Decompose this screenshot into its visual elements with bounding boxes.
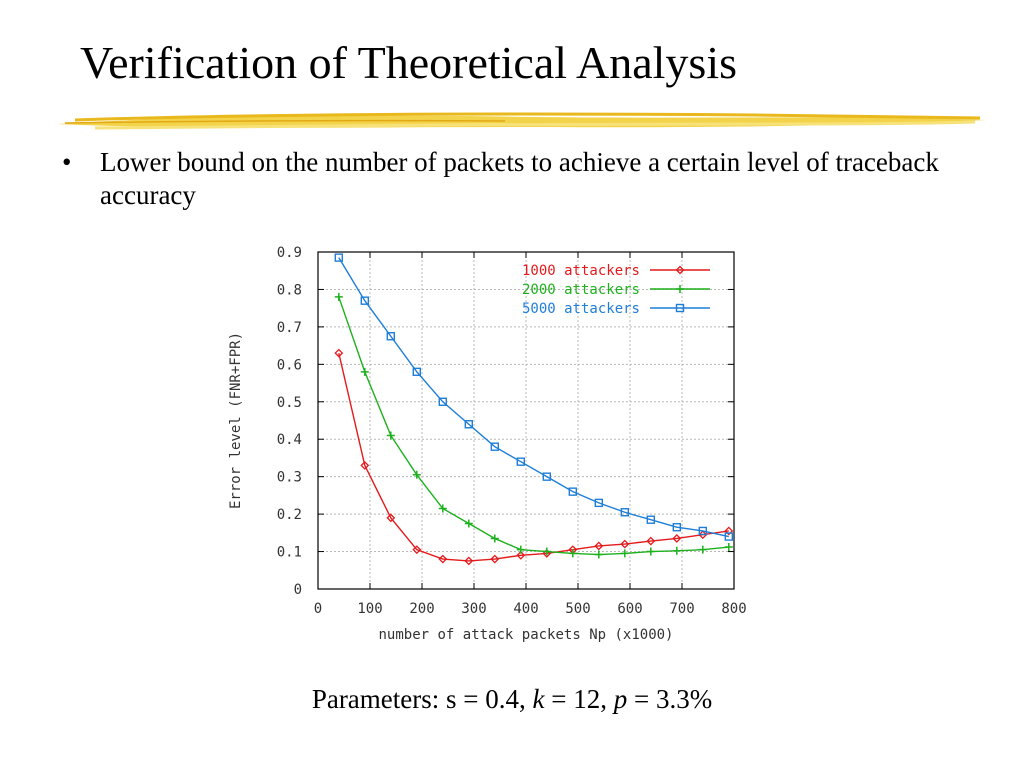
- data-point-series-1: [360, 461, 370, 470]
- legend-marker-1: [675, 265, 685, 275]
- data-point-series-1: [516, 550, 526, 560]
- data-point-series-2: [464, 519, 473, 528]
- y-tick-label: 0.2: [277, 507, 302, 523]
- y-tick-label: 0.3: [277, 470, 302, 486]
- x-tick-label: 100: [357, 601, 382, 617]
- legend-marker-2: [676, 285, 684, 293]
- parameters-caption: Parameters: s = 0.4, k = 12, p = 3.3%: [0, 684, 1024, 715]
- parameters-prefix: Parameters:: [311, 684, 447, 714]
- title-underline-swash: [57, 112, 987, 130]
- data-point-series-2: [672, 546, 681, 555]
- data-point-series-1: [334, 348, 344, 358]
- legend-label-2: 2000 attackers: [522, 282, 640, 298]
- data-point-series-1: [490, 554, 500, 564]
- y-tick-label: 0.1: [277, 545, 302, 561]
- data-point-series-3: [464, 420, 474, 429]
- data-point-series-2: [516, 545, 525, 554]
- bullet-text: Lower bound on the number of packets to …: [100, 147, 939, 210]
- data-point-series-2: [646, 547, 655, 556]
- data-point-series-3: [568, 487, 577, 496]
- y-tick-label: 0: [294, 582, 302, 598]
- data-point-series-3: [386, 332, 396, 341]
- x-tick-label: 600: [617, 601, 642, 617]
- data-point-series-1: [646, 536, 656, 546]
- parameter-s: s = 0.4,: [446, 684, 533, 714]
- data-point-series-1: [438, 554, 448, 564]
- y-axis-label: Error level (FNR+FPR): [228, 332, 244, 509]
- data-point-series-3: [542, 472, 551, 481]
- data-point-series-3: [438, 397, 448, 406]
- x-tick-label: 700: [669, 601, 694, 617]
- y-tick-label: 0.8: [277, 282, 302, 298]
- data-point-series-2: [568, 549, 577, 558]
- data-point-series-3: [672, 523, 681, 532]
- data-point-series-2: [490, 534, 499, 543]
- data-point-series-1: [412, 545, 422, 555]
- x-tick-label: 800: [721, 601, 746, 617]
- parameter-p-symbol: p: [613, 684, 628, 714]
- data-point-series-2: [386, 431, 395, 440]
- data-point-series-3: [698, 526, 707, 536]
- data-point-series-2: [620, 549, 629, 558]
- bullet-dot: •: [62, 147, 72, 177]
- x-tick-label: 300: [461, 601, 486, 617]
- x-tick-label: 200: [409, 601, 434, 617]
- data-point-series-3: [516, 457, 525, 466]
- x-tick-label: 400: [513, 601, 538, 617]
- series-line-2: [338, 296, 729, 556]
- data-point-series-3: [646, 515, 655, 524]
- data-point-series-2: [412, 470, 421, 479]
- y-tick-label: 0.5: [277, 395, 302, 411]
- data-point-series-3: [594, 498, 603, 508]
- data-point-series-1: [594, 541, 604, 551]
- x-tick-label: 0: [314, 601, 322, 617]
- data-point-series-3: [620, 508, 629, 517]
- x-tick-label: 500: [565, 601, 590, 617]
- legend-marker-3: [675, 303, 685, 313]
- x-axis-label: number of attack packets Np (x1000): [378, 627, 673, 643]
- parameter-k: = 12,: [544, 684, 614, 714]
- error-level-chart: Error level (FNR+FPR) number of attack p…: [228, 245, 747, 643]
- legend-label-1: 1000 attackers: [522, 263, 640, 279]
- data-point-series-1: [698, 530, 708, 540]
- data-point-series-3: [412, 367, 422, 377]
- data-point-series-2: [594, 550, 603, 559]
- data-point-series-2: [542, 547, 551, 556]
- y-tick-label: 0.4: [277, 432, 302, 448]
- data-point-series-2: [724, 543, 733, 552]
- data-point-series-3: [724, 532, 733, 541]
- data-point-series-2: [360, 367, 369, 376]
- data-point-series-2: [334, 292, 343, 301]
- data-point-series-3: [490, 442, 499, 451]
- y-tick-label: 0.9: [277, 245, 302, 261]
- data-point-series-1: [464, 556, 474, 566]
- data-point-series-2: [438, 504, 447, 513]
- series-line-1: [338, 352, 729, 562]
- legend-label-3: 5000 attackers: [522, 301, 640, 317]
- data-point-series-1: [672, 534, 682, 543]
- parameter-k-symbol: k: [532, 684, 545, 714]
- data-point-series-1: [620, 539, 630, 549]
- series-line-3: [338, 257, 729, 538]
- y-tick-label: 0.6: [277, 357, 302, 373]
- data-point-series-3: [334, 253, 344, 262]
- parameter-p: = 3.3%: [627, 684, 713, 714]
- data-point-series-3: [360, 296, 370, 305]
- data-point-series-1: [724, 526, 734, 536]
- slide-title: Verification of Theoretical Analysis: [80, 37, 738, 88]
- data-point-series-1: [386, 513, 396, 523]
- data-point-series-2: [698, 545, 707, 554]
- y-tick-label: 0.7: [277, 320, 302, 336]
